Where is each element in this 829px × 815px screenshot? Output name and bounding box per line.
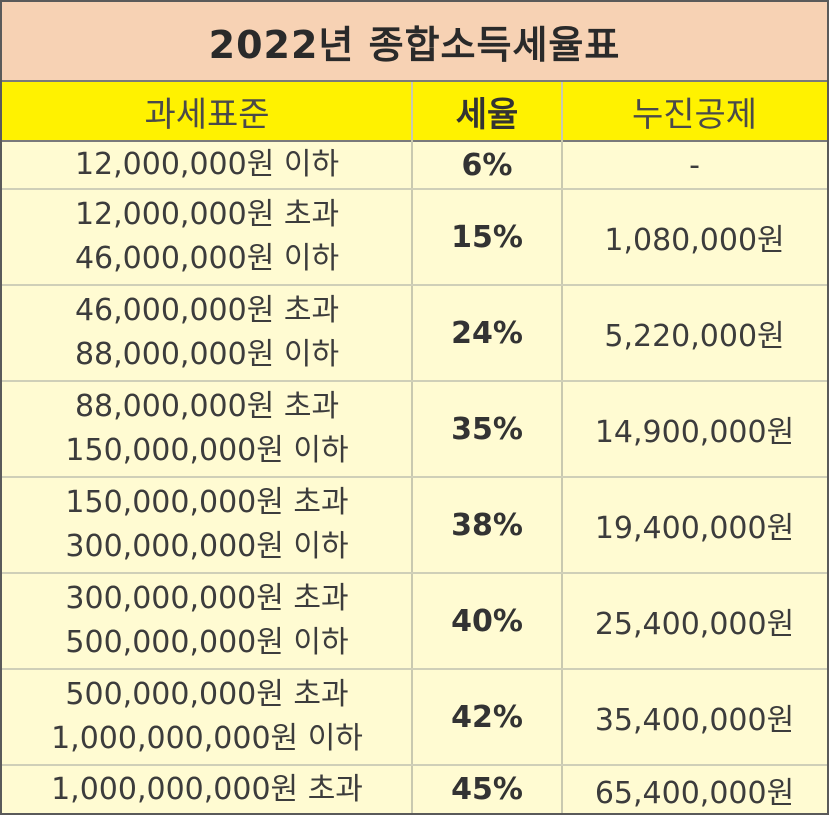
deduction-cell: 35,400,000원 [594,703,795,738]
base-line2: 150,000,000원 이하 [65,433,349,468]
table-title: 2022년 종합소득세율표 [2,2,827,82]
table-row-base: 88,000,000원 초과 150,000,000원 이하 [2,382,412,476]
table-row-base: 500,000,000원 초과 1,000,000,000원 이하 [2,670,412,764]
column-divider [561,82,563,813]
base-line2: 46,000,000원 이하 [74,241,340,276]
rate-cell: 42% [451,699,523,735]
base-line1: 500,000,000원 초과 [65,677,349,712]
base-line1: 12,000,000원 초과 [74,197,340,232]
base-line2: 500,000,000원 이하 [65,625,349,660]
deduction-cell: 14,900,000원 [594,415,795,450]
base-line1: 1,000,000,000원 초과 [51,771,363,807]
header-deduction: 누진공제 [631,94,758,135]
header-rate: 세율 [455,94,519,135]
table-header-row: 과세표준 세율 누진공제 [2,82,827,142]
row-divider [2,380,827,382]
deduction-cell: 25,400,000원 [594,607,795,642]
rate-cell: 24% [451,315,523,351]
base-line2: 1,000,000,000원 이하 [51,721,363,756]
row-divider [2,476,827,478]
header-base: 과세표준 [144,94,270,135]
table-row-base: 12,000,000원 초과 46,000,000원 이하 [2,190,412,284]
table-row-base: 12,000,000원 이하 [2,142,412,188]
base-line1: 12,000,000원 이하 [74,147,340,182]
row-divider [2,188,827,190]
table-row-base: 46,000,000원 초과 88,000,000원 이하 [2,286,412,380]
rate-cell: 40% [451,603,523,639]
deduction-cell: 65,400,000원 [594,775,795,811]
deduction-cell: 19,400,000원 [594,511,795,546]
table-row-base: 300,000,000원 초과 500,000,000원 이하 [2,574,412,668]
rate-cell: 6% [461,147,513,183]
table-row-base: 1,000,000,000원 초과 [2,766,412,813]
table-row-base: 150,000,000원 초과 300,000,000원 이하 [2,478,412,572]
row-divider [2,284,827,286]
base-line2: 300,000,000원 이하 [65,529,349,564]
deduction-cell: - [689,147,700,183]
rate-cell: 15% [451,219,523,255]
column-divider [411,82,413,813]
row-divider [2,764,827,766]
base-line1: 300,000,000원 초과 [65,581,349,616]
base-line1: 46,000,000원 초과 [74,293,340,328]
rate-cell: 45% [451,772,523,807]
row-divider [2,668,827,670]
base-line1: 150,000,000원 초과 [65,485,349,520]
deduction-cell: 5,220,000원 [604,319,785,354]
deduction-cell: 1,080,000원 [604,223,785,258]
rate-cell: 38% [451,507,523,543]
rate-cell: 35% [451,411,523,447]
row-divider [2,572,827,574]
base-line1: 88,000,000원 초과 [74,389,340,424]
base-line2: 88,000,000원 이하 [74,337,340,372]
